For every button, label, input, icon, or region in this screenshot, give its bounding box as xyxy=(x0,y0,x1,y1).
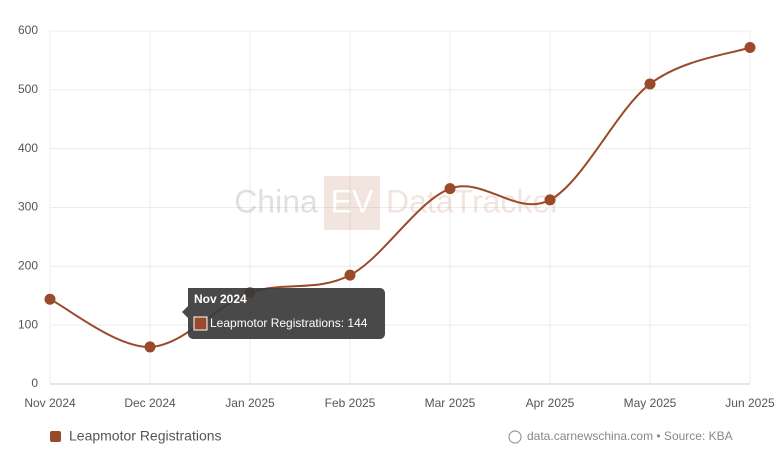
y-tick-label: 0 xyxy=(31,376,38,390)
point xyxy=(444,183,456,195)
legend-swatch xyxy=(50,431,61,442)
legend-label: Leapmotor Registrations xyxy=(69,428,222,444)
tooltip-text: Leapmotor Registrations: 144 xyxy=(210,316,368,330)
source: data.carnewschina.com • Source: KBA xyxy=(508,429,733,444)
watermark-badge-box xyxy=(324,176,380,230)
tooltip-box xyxy=(182,288,385,339)
grid: 0 100 200 300 400 500 600 Nov 2024 Dec 2024 Jan 2… xyxy=(18,23,775,410)
y-tick-label: 300 xyxy=(18,200,38,214)
point xyxy=(544,194,556,206)
watermark-badge: EV xyxy=(331,183,374,219)
x-tick-label: Dec 2024 xyxy=(124,396,176,410)
watermark-right: DataTracker xyxy=(386,183,561,219)
point xyxy=(644,78,656,90)
cc-icon xyxy=(508,430,522,444)
x-tick-label: Mar 2025 xyxy=(425,396,476,410)
y-tick-label: 500 xyxy=(18,82,38,96)
x-tick-label: Nov 2024 xyxy=(24,396,76,410)
watermark-left: China xyxy=(234,183,318,219)
y-tick-label: 100 xyxy=(18,317,38,331)
tooltip-swatch xyxy=(193,316,208,331)
point xyxy=(744,41,756,53)
legend: Leapmotor Registrations xyxy=(50,428,222,444)
line xyxy=(49,46,751,348)
point xyxy=(144,341,156,353)
x-tick-label: Feb 2025 xyxy=(325,396,376,410)
y-tick-label: 400 xyxy=(18,141,38,155)
source-text: data.carnewschina.com • Source: KBA xyxy=(527,429,733,443)
tooltip: Nov 2024 Leapmotor Registrations: 144 xyxy=(182,288,385,339)
x-tick-label: May 2025 xyxy=(624,396,677,410)
x-tick-label: Jan 2025 xyxy=(225,396,275,410)
y-tick-label: 200 xyxy=(18,259,38,273)
watermark: China EV DataTracker xyxy=(234,176,561,230)
x-tick-label: Apr 2025 xyxy=(526,396,575,410)
point xyxy=(344,269,356,281)
x-tick-label: Jun 2025 xyxy=(725,396,775,410)
y-tick-label: 600 xyxy=(18,23,38,37)
point xyxy=(44,293,56,305)
tooltip-title: Nov 2024 xyxy=(194,292,247,306)
